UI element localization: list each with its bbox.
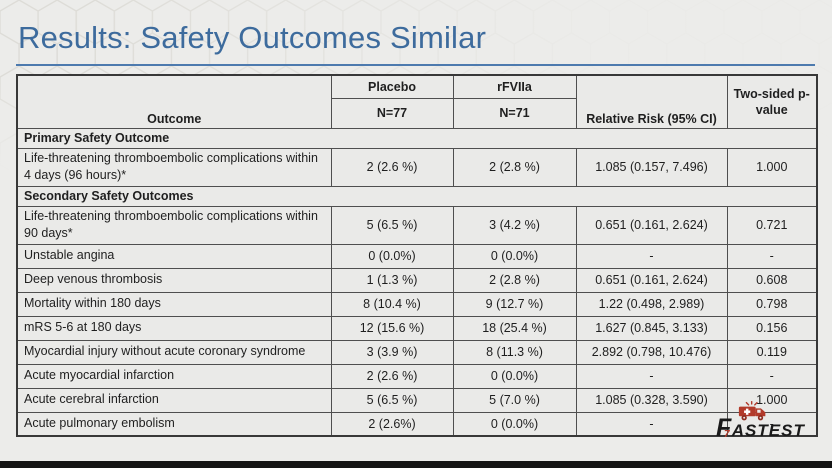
cell-rfviia: 0 (0.0%) bbox=[452, 363, 577, 389]
cell-placebo: 3 (3.9 %) bbox=[330, 339, 454, 365]
logo-factor-seven: 7 bbox=[724, 429, 730, 440]
column-header-placebo: Placebo bbox=[330, 74, 454, 99]
table-row: Acute pulmonary embolism 2 (2.6%) 0 (0.0%)… bbox=[16, 411, 818, 437]
section-header-row: Primary Safety Outcome bbox=[16, 127, 818, 149]
cell-outcome: Unstable angina bbox=[16, 243, 332, 269]
cell-relative-risk: 1.22 (0.498, 2.989) bbox=[575, 291, 728, 317]
cell-rfviia: 2 (2.8 %) bbox=[452, 147, 577, 187]
cell-p-value: - bbox=[726, 243, 818, 269]
fastest-wordmark: FASTEST 7 bbox=[716, 414, 820, 443]
cell-outcome: Acute cerebral infarction bbox=[16, 387, 332, 413]
column-header-outcome: Outcome bbox=[16, 74, 332, 129]
cell-rfviia: 9 (12.7 %) bbox=[452, 291, 577, 317]
cell-placebo: 0 (0.0%) bbox=[330, 243, 454, 269]
cell-relative-risk: 0.651 (0.161, 2.624) bbox=[575, 267, 728, 293]
column-header-placebo-n: N=77 bbox=[330, 97, 454, 129]
cell-placebo: 8 (10.4 %) bbox=[330, 291, 454, 317]
cell-outcome: Life-threatening thromboembolic complica… bbox=[16, 147, 332, 187]
cell-rfviia: 2 (2.8 %) bbox=[452, 267, 577, 293]
column-header-rfviia: rFVIIa bbox=[452, 74, 577, 99]
cell-outcome: mRS 5-6 at 180 days bbox=[16, 315, 332, 341]
section-header-label: Primary Safety Outcome bbox=[16, 127, 818, 149]
cell-placebo: 2 (2.6 %) bbox=[330, 363, 454, 389]
cell-placebo: 2 (2.6 %) bbox=[330, 147, 454, 187]
cell-p-value: 0.156 bbox=[726, 315, 818, 341]
cell-placebo: 5 (6.5 %) bbox=[330, 387, 454, 413]
cell-relative-risk: 1.085 (0.328, 3.590) bbox=[575, 387, 728, 413]
table-row: mRS 5-6 at 180 days 12 (15.6 %) 18 (25.4 %… bbox=[16, 315, 818, 341]
safety-outcomes-table: Outcome Placebo rFVIIa Relative Risk (95… bbox=[16, 74, 818, 437]
cell-outcome: Acute pulmonary embolism bbox=[16, 411, 332, 437]
cell-outcome: Acute myocardial infarction bbox=[16, 363, 332, 389]
cell-outcome: Deep venous thrombosis bbox=[16, 267, 332, 293]
cell-rfviia: 0 (0.0%) bbox=[452, 243, 577, 269]
column-header-relative-risk: Relative Risk (95% CI) bbox=[575, 74, 728, 129]
table-row: Deep venous thrombosis 1 (1.3 %) 2 (2.8 %)… bbox=[16, 267, 818, 293]
page-title: Results: Safety Outcomes Similar bbox=[18, 20, 487, 55]
letterbox-bar bbox=[0, 461, 832, 468]
cell-rfviia: 5 (7.0 %) bbox=[452, 387, 577, 413]
cell-rfviia: 3 (4.2 %) bbox=[452, 205, 577, 245]
table-row: Myocardial injury without acute coronary… bbox=[16, 339, 818, 365]
cell-placebo: 12 (15.6 %) bbox=[330, 315, 454, 341]
cell-placebo: 2 (2.6%) bbox=[330, 411, 454, 437]
table-row: Unstable angina 0 (0.0%) 0 (0.0%) - - bbox=[16, 243, 818, 269]
cell-outcome: Myocardial injury without acute coronary… bbox=[16, 339, 332, 365]
ambulance-icon bbox=[738, 401, 766, 421]
table-row: Life-threatening thromboembolic complica… bbox=[16, 147, 818, 187]
title-underline bbox=[16, 64, 815, 66]
logo-text: ASTEST bbox=[731, 421, 805, 440]
cell-rfviia: 0 (0.0%) bbox=[452, 411, 577, 437]
logo-letter-f: F bbox=[716, 414, 732, 442]
column-header-rfviia-n: N=71 bbox=[452, 97, 577, 129]
cell-p-value: 0.119 bbox=[726, 339, 818, 365]
cell-relative-risk: - bbox=[575, 243, 728, 269]
fastest-logo: FASTEST 7 bbox=[716, 401, 820, 445]
section-header-row: Secondary Safety Outcomes bbox=[16, 185, 818, 207]
cell-p-value: 0.798 bbox=[726, 291, 818, 317]
cell-p-value: 0.608 bbox=[726, 267, 818, 293]
section-header-label: Secondary Safety Outcomes bbox=[16, 185, 818, 207]
cell-p-value: - bbox=[726, 363, 818, 389]
table-row: Mortality within 180 days 8 (10.4 %) 9 (12… bbox=[16, 291, 818, 317]
cell-p-value: 0.721 bbox=[726, 205, 818, 245]
cell-relative-risk: 1.085 (0.157, 7.496) bbox=[575, 147, 728, 187]
cell-relative-risk: 1.627 (0.845, 3.133) bbox=[575, 315, 728, 341]
table-row: Acute myocardial infarction 2 (2.6 %) 0 (0… bbox=[16, 363, 818, 389]
cell-relative-risk: 0.651 (0.161, 2.624) bbox=[575, 205, 728, 245]
cell-outcome: Mortality within 180 days bbox=[16, 291, 332, 317]
table-row: Acute cerebral infarction 5 (6.5 %) 5 (7.0… bbox=[16, 387, 818, 413]
cell-outcome: Life-threatening thromboembolic complica… bbox=[16, 205, 332, 245]
cell-p-value: 1.000 bbox=[726, 147, 818, 187]
cell-relative-risk: - bbox=[575, 363, 728, 389]
table-row: Life-threatening thromboembolic complica… bbox=[16, 205, 818, 245]
cell-relative-risk: - bbox=[575, 411, 728, 437]
cell-rfviia: 18 (25.4 %) bbox=[452, 315, 577, 341]
cell-relative-risk: 2.892 (0.798, 10.476) bbox=[575, 339, 728, 365]
column-header-p-value: Two-sided p-value bbox=[726, 74, 818, 129]
cell-placebo: 5 (6.5 %) bbox=[330, 205, 454, 245]
cell-placebo: 1 (1.3 %) bbox=[330, 267, 454, 293]
cell-rfviia: 8 (11.3 %) bbox=[452, 339, 577, 365]
